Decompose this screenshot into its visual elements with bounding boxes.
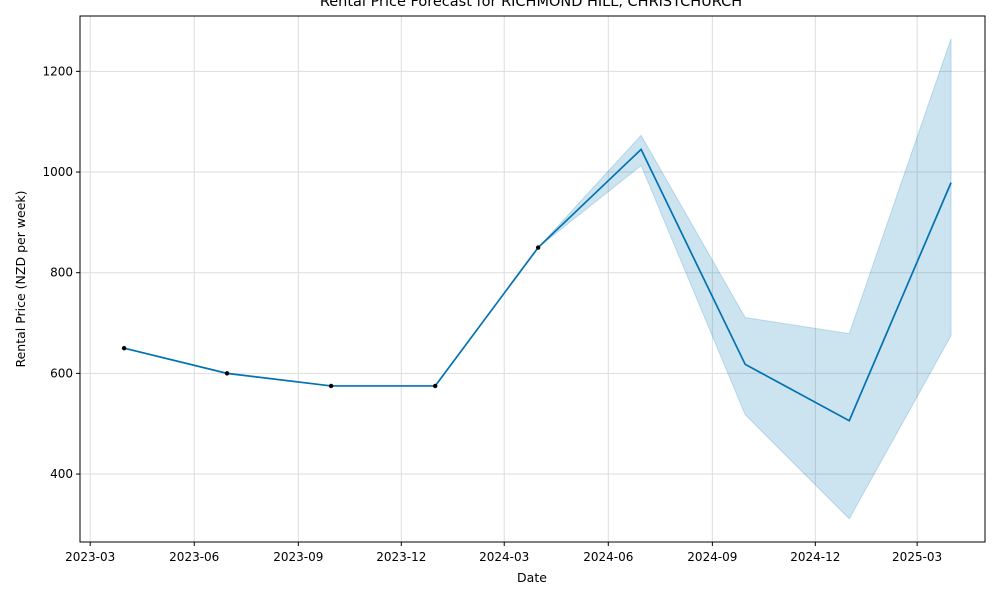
x-axis-ticks: 2023-03 2023-06 2023-09 2023-12 2024-03 2024-… (65, 542, 942, 564)
observed-point (535, 245, 541, 250)
plot-frame (79, 15, 986, 543)
x-tick-label: 2025-03 (892, 550, 942, 564)
chart-title: Rental Price Forecast for RICHMOND HILL,… (320, 0, 742, 10)
observed-point (328, 383, 334, 389)
y-axis-label: Rental Price (NZD per week) (13, 190, 28, 367)
x-tick-label: 2023-12 (376, 550, 426, 564)
y-tick-label: 800 (50, 266, 73, 280)
x-axis-label: Date (517, 570, 547, 585)
x-tick-label: 2023-06 (169, 550, 219, 564)
y-axis-ticks: 400 600 800 1000 1200 (42, 64, 80, 481)
confidence-band (124, 38, 952, 520)
x-tick-label: 2024-03 (479, 550, 529, 564)
x-tick-label: 2024-09 (687, 550, 737, 564)
x-tick-label: 2024-12 (790, 550, 840, 564)
x-tick-label: 2023-03 (65, 550, 115, 564)
x-tick-label: 2024-06 (583, 550, 633, 564)
observed-point (121, 346, 127, 351)
x-tick-label: 2023-09 (273, 550, 323, 564)
confidence-band-layer (124, 38, 952, 520)
y-tick-label: 1200 (42, 64, 73, 78)
observed-points-layer (121, 245, 541, 389)
observed-point (433, 383, 438, 389)
y-tick-label: 600 (50, 366, 73, 380)
observed-point (224, 371, 230, 376)
y-tick-label: 1000 (42, 165, 73, 179)
y-tick-label: 400 (50, 467, 73, 481)
